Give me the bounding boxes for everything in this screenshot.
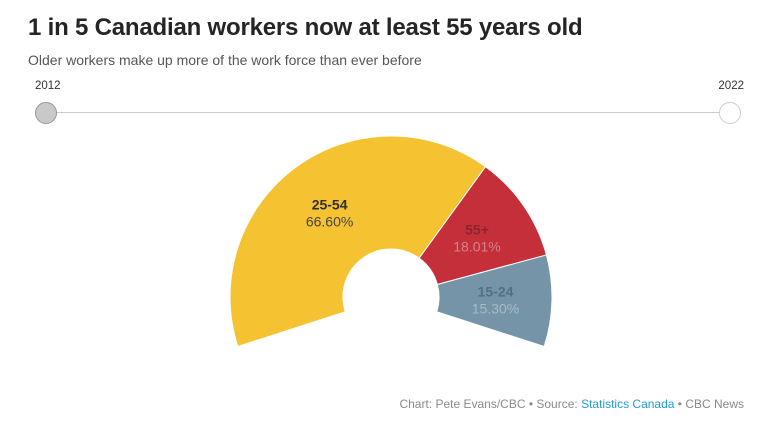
year-slider-track[interactable]: [46, 112, 731, 113]
segment-name-label-15-24: 15-24: [478, 284, 514, 300]
gauge-segment-25-54[interactable]: [229, 135, 487, 348]
slider-max-year-label: 2022: [718, 80, 744, 92]
page-subtitle: Older workers make up more of the work f…: [28, 52, 422, 68]
segment-value-label-15-24: 15.30%: [472, 301, 519, 317]
gauge-segment-55+[interactable]: [418, 165, 548, 286]
year-slider-handle[interactable]: [35, 102, 57, 124]
segment-value-label-25-54: 66.60%: [306, 213, 353, 229]
year-slider-end-stop[interactable]: [719, 102, 741, 124]
credit-suffix: • CBC News: [674, 397, 744, 411]
page-title: 1 in 5 Canadian workers now at least 55 …: [28, 14, 583, 41]
source-link[interactable]: Statistics Canada: [581, 397, 675, 411]
segment-name-label-25-54: 25-54: [312, 196, 348, 212]
segment-name-label-55+: 55+: [465, 222, 489, 238]
credit-text: Chart: Pete Evans/CBC • Source:: [399, 397, 582, 411]
segment-value-label-55+: 18.01%: [453, 239, 500, 255]
slider-min-year-label: 2012: [35, 80, 61, 92]
credits: Chart: Pete Evans/CBC • Source: Statisti…: [399, 397, 744, 411]
gauge-segment-15-24[interactable]: [436, 254, 553, 348]
